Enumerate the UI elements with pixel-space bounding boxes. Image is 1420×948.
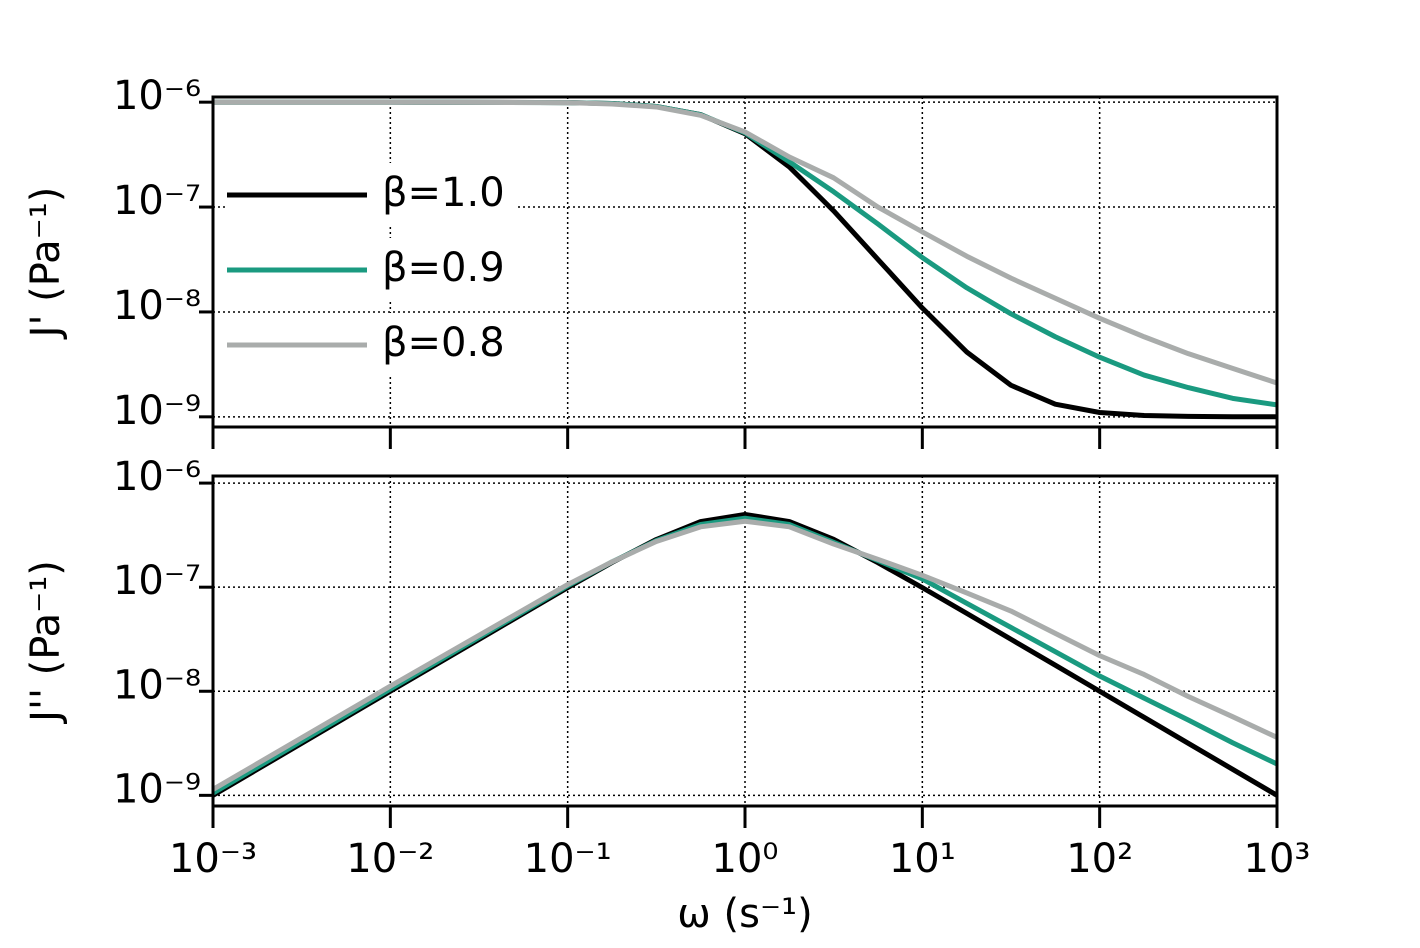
legend-label: β=0.9 [382, 245, 505, 291]
x-tick-label: 10³ [1244, 836, 1311, 882]
x-tick-label: 10¹ [889, 836, 956, 882]
legend-label: β=0.8 [382, 320, 505, 366]
plot-frame [211, 474, 1279, 808]
x-tick-label: 10⁻² [346, 836, 434, 882]
y-tick-label: 10⁻⁸ [113, 283, 201, 329]
y-tick-label: 10⁻⁹ [113, 388, 201, 434]
y-tick-label: 10⁻⁹ [113, 766, 201, 812]
legend-label: β=1.0 [382, 170, 505, 216]
x-tick-label: 10⁻¹ [524, 836, 612, 882]
x-axis-label: ω (s⁻¹) [677, 891, 812, 937]
y-tick-label: 10⁻⁷ [113, 178, 201, 224]
x-tick-label: 10⁰ [712, 836, 779, 882]
y-tick-label: 10⁻⁸ [113, 662, 201, 708]
y-axis-label: J'' (Pa⁻¹) [23, 560, 69, 725]
y-axis-label: J' (Pa⁻¹) [23, 187, 69, 341]
y-tick-label: 10⁻⁶ [113, 73, 201, 119]
x-tick-label: 10⁻³ [169, 836, 257, 882]
plot-frame [211, 95, 1279, 429]
y-tick-label: 10⁻⁶ [113, 454, 201, 500]
x-tick-label: 10² [1066, 836, 1133, 882]
data-line [213, 99, 1278, 386]
y-tick-label: 10⁻⁷ [113, 558, 201, 604]
data-line [211, 518, 1279, 792]
